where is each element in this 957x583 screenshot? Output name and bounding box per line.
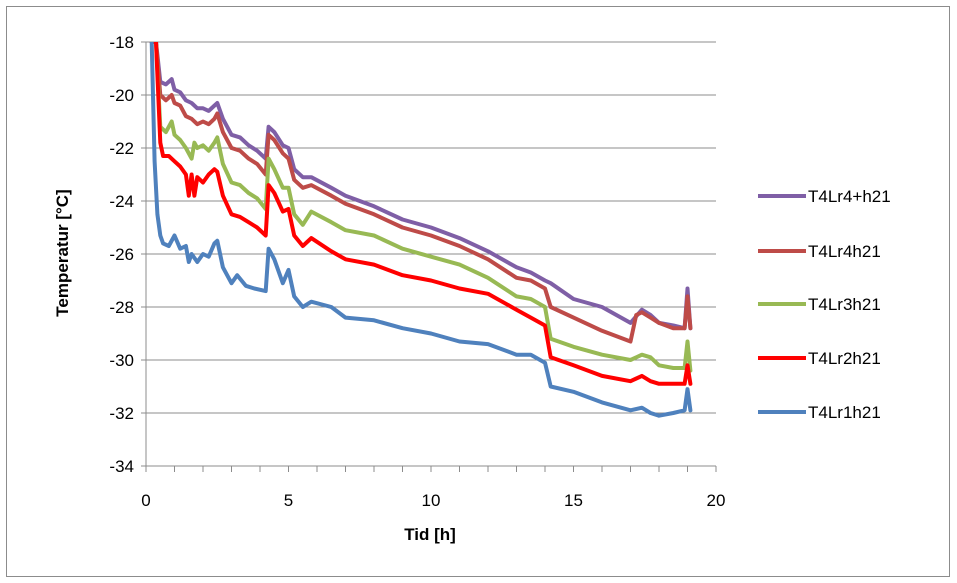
x-tick-label: 5: [284, 491, 293, 510]
series-line-t4lr2h21: [149, 42, 693, 386]
legend: T4Lr4+h21 T4Lr4h21 T4Lr3h21 T4Lr2h21 T4Lr1h2…: [758, 187, 891, 422]
series-line-t4lr4h21: [149, 42, 693, 344]
x-tick-label: 15: [564, 491, 583, 510]
y-tick-labels: -18 -20 -22 -24 -26 -28 -30 -32 -34: [109, 33, 134, 476]
y-tick-label: -30: [109, 351, 134, 370]
y-tick-label: -32: [109, 404, 134, 423]
x-axis-title: Tid [h]: [404, 525, 456, 544]
legend-label: T4Lr1h21: [808, 403, 881, 422]
legend-label: T4Lr4h21: [808, 242, 881, 261]
x-tick-label: 20: [707, 491, 726, 510]
axes: [141, 41, 717, 472]
series-lines: [149, 42, 693, 418]
series-line-t4lr4-h21: [149, 42, 693, 331]
y-tick-label: -26: [109, 245, 134, 264]
y-tick-label: -22: [109, 139, 134, 158]
x-tick-labels: 0 5 10 15 20: [141, 491, 725, 510]
legend-label: T4Lr3h21: [808, 295, 881, 314]
y-axis-title: Temperatur [°C]: [53, 189, 72, 316]
legend-label: T4Lr2h21: [808, 349, 881, 368]
y-tick-label: -28: [109, 298, 134, 317]
y-tick-label: -18: [109, 33, 134, 52]
y-tick-label: -24: [109, 192, 134, 211]
series-line-t4lr3h21: [149, 42, 693, 373]
series-line-t4lr1h21: [149, 42, 693, 418]
y-tick-label: -34: [109, 457, 134, 476]
x-tick-label: 10: [422, 491, 441, 510]
y-tick-label: -20: [109, 86, 134, 105]
x-tick-label: 0: [141, 491, 150, 510]
legend-label: T4Lr4+h21: [808, 187, 891, 206]
